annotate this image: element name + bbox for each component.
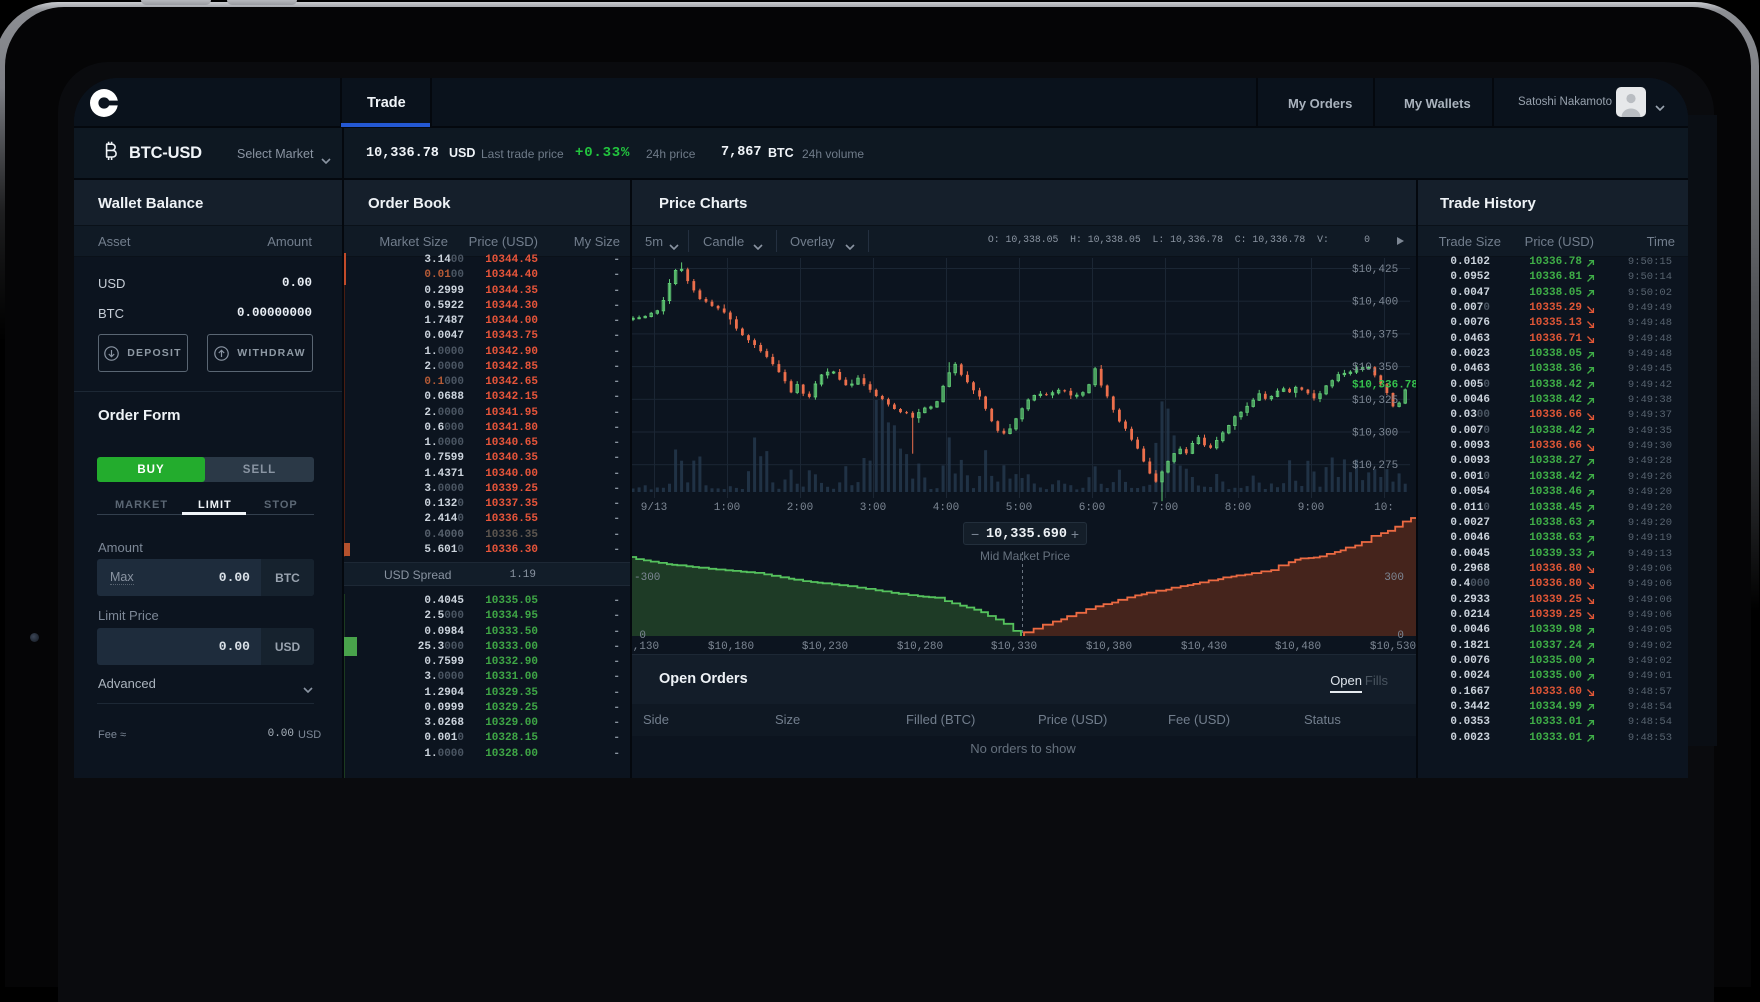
svg-text:$10,330: $10,330 xyxy=(991,641,1037,653)
svg-text:$10,325: $10,325 xyxy=(1352,395,1398,407)
svg-text:6:00: 6:00 xyxy=(1079,502,1105,514)
svg-text:$10,400: $10,400 xyxy=(1352,297,1398,309)
svg-text:5:00: 5:00 xyxy=(1006,502,1032,514)
svg-text:$10,380: $10,380 xyxy=(1086,641,1132,653)
svg-text:3:00: 3:00 xyxy=(860,502,886,514)
svg-text:$10,430: $10,430 xyxy=(1181,641,1227,653)
svg-text:1:00: 1:00 xyxy=(714,502,740,514)
svg-text:$10,336.78: $10,336.78 xyxy=(1352,379,1416,391)
svg-text:$10,480: $10,480 xyxy=(1275,641,1321,653)
svg-text:$10,300: $10,300 xyxy=(1352,428,1398,440)
svg-text:9/13: 9/13 xyxy=(641,502,667,514)
svg-text:10:: 10: xyxy=(1374,502,1394,514)
svg-text:$10,425: $10,425 xyxy=(1352,264,1398,276)
svg-text:-300: -300 xyxy=(634,572,660,584)
svg-text:$10,375: $10,375 xyxy=(1352,329,1398,341)
svg-text:$10,530: $10,530 xyxy=(1370,641,1416,653)
svg-text:4:00: 4:00 xyxy=(933,502,959,514)
svg-text:$10,280: $10,280 xyxy=(897,641,943,653)
svg-text:$10,230: $10,230 xyxy=(802,641,848,653)
svg-text:$10,275: $10,275 xyxy=(1352,460,1398,472)
svg-text:0: 0 xyxy=(639,630,646,642)
svg-text:300: 300 xyxy=(1384,572,1404,584)
svg-text:$10,350: $10,350 xyxy=(1352,362,1398,374)
svg-text:2:00: 2:00 xyxy=(787,502,813,514)
svg-text:7:00: 7:00 xyxy=(1152,502,1178,514)
svg-text:0: 0 xyxy=(1397,630,1404,642)
svg-text:$10,180: $10,180 xyxy=(708,641,754,653)
svg-text:8:00: 8:00 xyxy=(1225,502,1251,514)
svg-text:9:00: 9:00 xyxy=(1298,502,1324,514)
svg-text:$10,130: $10,130 xyxy=(630,641,659,653)
